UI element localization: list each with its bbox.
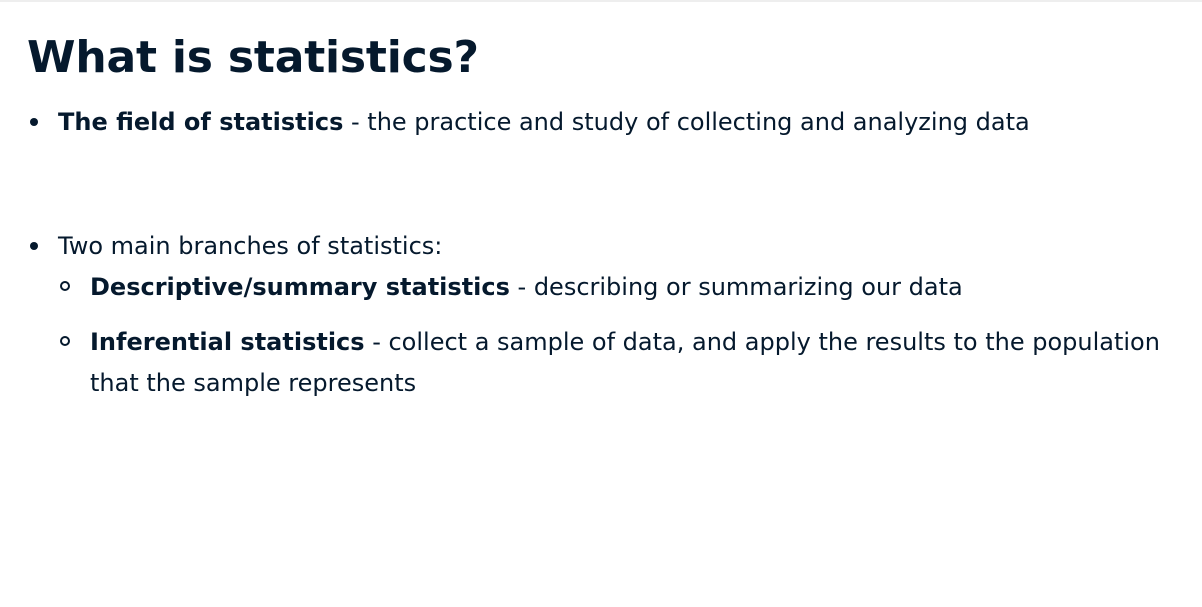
sub-item-text-continued: that the sample represents — [90, 369, 417, 397]
bullet-description: - the practice and study of collecting a… — [343, 108, 1030, 136]
hollow-bullet-icon — [60, 336, 70, 346]
sub-item-inferential-statistics: Inferential statistics - collect a sampl… — [60, 322, 1200, 404]
slide-title: What is statistics? — [27, 32, 479, 83]
bullet-item-branches: Two main branches of statistics: — [28, 226, 1178, 267]
bullet-icon — [30, 118, 38, 126]
sub-item-description: - collect a sample of data, and apply th… — [364, 328, 1160, 356]
sub-item-text: Inferential statistics - collect a sampl… — [90, 322, 1160, 363]
bullet-item-field-of-statistics: The field of statistics - the practice a… — [28, 102, 1178, 143]
bullet-text: The field of statistics - the practice a… — [58, 102, 1030, 143]
sub-item-description: - describing or summarizing our data — [509, 273, 963, 301]
hollow-bullet-icon — [60, 281, 70, 291]
bullet-text: Two main branches of statistics: — [58, 232, 443, 260]
sub-item-term: Descriptive/summary statistics — [90, 273, 510, 301]
bullet-term: The field of statistics — [58, 108, 344, 136]
sub-item-term: Inferential statistics — [90, 328, 365, 356]
top-divider — [0, 0, 1202, 2]
bullet-icon — [30, 242, 38, 250]
sub-item-text: Descriptive/summary statistics - describ… — [90, 267, 963, 308]
sub-item-descriptive-statistics: Descriptive/summary statistics - describ… — [60, 267, 1190, 308]
